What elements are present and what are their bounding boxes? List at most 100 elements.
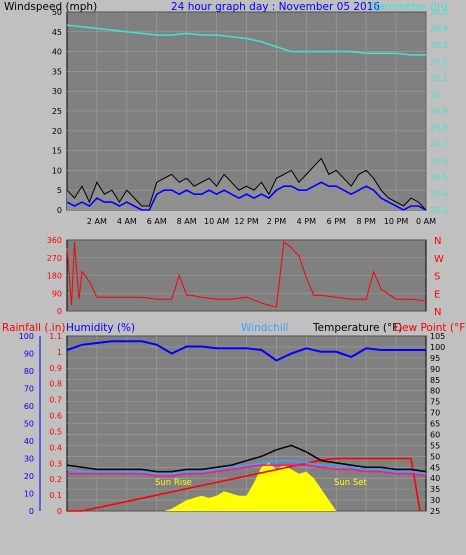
tick-x-time: 4 PM	[297, 217, 316, 226]
tick-x-time: 8 AM	[177, 217, 197, 226]
tick-left-direction: 360	[47, 236, 62, 245]
tick-left-rain: 0	[57, 507, 62, 516]
barometer-line	[66, 24, 426, 56]
tick-left-humidity: 20	[24, 472, 34, 481]
tick-left-humidity: 0	[29, 507, 34, 516]
tick-left-humidity: 90	[24, 350, 34, 359]
tick-right-compass: N	[434, 307, 441, 318]
tick-x-time: 10 AM	[204, 217, 229, 226]
label-humidity: Humidity (%)	[66, 322, 135, 334]
tick-right-barometer: 30.4	[430, 25, 448, 34]
tick-right-barometer: 30.5	[430, 8, 448, 17]
tick-right-barometer: 30	[430, 91, 440, 100]
label-windchill: Windchill	[241, 322, 289, 334]
tick-right-barometer: 30.3	[430, 41, 448, 50]
tick-right-barometer: 29.8	[430, 124, 448, 133]
grid-panel2	[67, 239, 426, 312]
tick-right-barometer: 29.3	[430, 206, 448, 215]
right-axis-title: Barometer (in)	[371, 1, 448, 13]
tick-left-rain: 0.5	[49, 427, 62, 436]
tick-left-humidity: 10	[24, 490, 34, 499]
tick-left-rain: 1.1	[49, 332, 62, 341]
tick-x-time: 0 AM	[416, 217, 436, 226]
chart-title: 24 hour graph day : November 05 2016	[171, 1, 380, 13]
dewpoint-line	[67, 464, 427, 477]
tick-left-windspeed: 0	[57, 206, 62, 215]
tick-left-humidity: 80	[24, 367, 34, 376]
tick-left-windspeed: 15	[52, 147, 62, 156]
label-temperature: Temperature (°F)	[312, 322, 402, 334]
tick-left-humidity: 40	[24, 437, 34, 446]
wind-gust-line	[66, 157, 427, 211]
tick-left-windspeed: 40	[52, 48, 62, 57]
tick-left-windspeed: 45	[52, 28, 62, 37]
tick-left-direction: 0	[57, 307, 62, 316]
tick-left-rain: 0.8	[49, 380, 62, 389]
tick-right-temp: 45	[430, 463, 440, 472]
tick-right-compass: W	[434, 254, 444, 265]
tick-left-direction: 270	[47, 254, 62, 263]
humidity-line	[66, 340, 426, 362]
tick-right-compass: N	[434, 236, 441, 247]
tick-left-rain: 0.2	[49, 475, 62, 484]
tick-left-rain: 0.7	[49, 396, 62, 405]
tick-right-barometer: 29.4	[430, 190, 448, 199]
tick-left-rain: 0.6	[49, 412, 62, 421]
tick-left-windspeed: 20	[52, 127, 62, 136]
tick-left-humidity: 30	[24, 455, 34, 464]
tick-left-windspeed: 10	[52, 166, 62, 175]
tick-left-rain: 0.3	[49, 459, 62, 468]
tick-x-time: 2 PM	[267, 217, 286, 226]
tick-right-barometer: 29.7	[430, 140, 448, 149]
tick-labels: 0510152025303540455029.329.429.529.629.7…	[19, 8, 448, 516]
rainfall-line	[67, 457, 421, 512]
label-dewpoint: Dew Point (°F)	[394, 322, 466, 334]
tick-x-time: 12 PM	[234, 217, 259, 226]
wind-gust-area	[67, 158, 426, 210]
tick-left-windspeed: 25	[52, 107, 62, 116]
tick-left-rain: 0.1	[49, 491, 62, 500]
tick-x-time: 2 AM	[87, 217, 107, 226]
tick-x-time: 6 AM	[147, 217, 167, 226]
tick-right-barometer: 29.5	[430, 173, 448, 182]
tick-left-windspeed: 30	[52, 87, 62, 96]
annotation-sunset: Sun Set	[334, 478, 367, 488]
tick-x-time: 6 PM	[327, 217, 346, 226]
tick-left-direction: 90	[52, 289, 62, 298]
tick-right-temp: 100	[430, 343, 445, 352]
tick-right-temp: 65	[430, 420, 440, 429]
windchill-line	[66, 459, 427, 475]
tick-right-temp: 85	[430, 376, 440, 385]
tick-left-windspeed: 50	[52, 8, 62, 17]
wind-direction-line	[66, 241, 427, 308]
tick-x-time: 8 PM	[356, 217, 375, 226]
wind-speed-line	[66, 181, 427, 211]
left-axis-title: Windspeed (mph)	[4, 1, 97, 13]
tick-right-temp: 25	[430, 507, 440, 516]
tick-right-temp: 80	[430, 387, 440, 396]
tick-left-direction: 180	[47, 272, 62, 281]
tick-right-temp: 55	[430, 441, 440, 450]
tick-right-temp: 75	[430, 398, 440, 407]
temperature-line	[66, 444, 427, 473]
tick-right-barometer: 30.1	[430, 74, 448, 83]
tick-right-temp: 105	[430, 332, 445, 341]
tick-right-temp: 70	[430, 409, 440, 418]
tick-right-temp: 35	[430, 485, 440, 494]
solar-area	[67, 462, 426, 511]
tick-left-humidity: 50	[24, 420, 34, 429]
tick-left-windspeed: 5	[57, 186, 62, 195]
tick-x-time: 10 PM	[384, 217, 409, 226]
tick-right-compass: E	[434, 289, 440, 300]
tick-right-temp: 60	[430, 430, 440, 439]
tick-x-time: 4 AM	[117, 217, 137, 226]
annotation-sunrise: Sun Rise	[155, 478, 192, 488]
tick-left-rain: 0.4	[49, 443, 62, 452]
tick-left-humidity: 100	[19, 332, 34, 341]
label-rainfall: Rainfall (.in)	[2, 322, 65, 334]
tick-right-compass: S	[434, 272, 440, 283]
tick-left-rain: 0.9	[49, 364, 62, 373]
tick-right-barometer: 29.9	[430, 107, 448, 116]
tick-right-temp: 40	[430, 474, 440, 483]
